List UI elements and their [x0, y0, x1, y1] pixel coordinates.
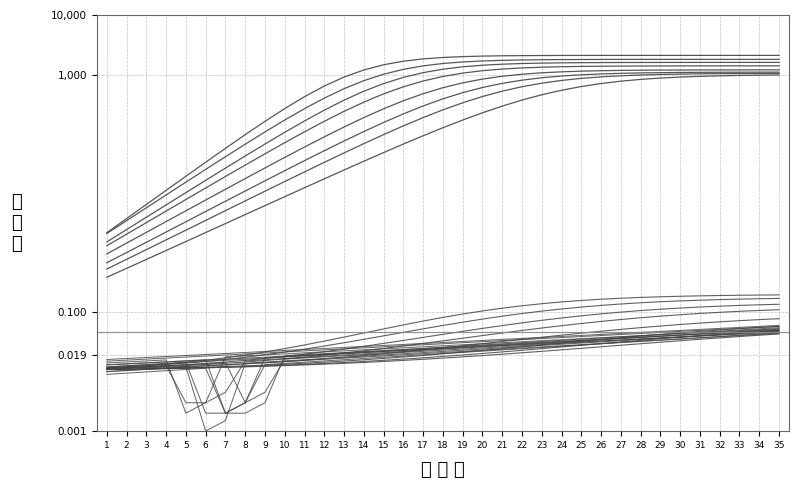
- Y-axis label: 荧
光
值: 荧 光 值: [11, 193, 22, 253]
- X-axis label: 循 环 数: 循 环 数: [421, 461, 465, 479]
